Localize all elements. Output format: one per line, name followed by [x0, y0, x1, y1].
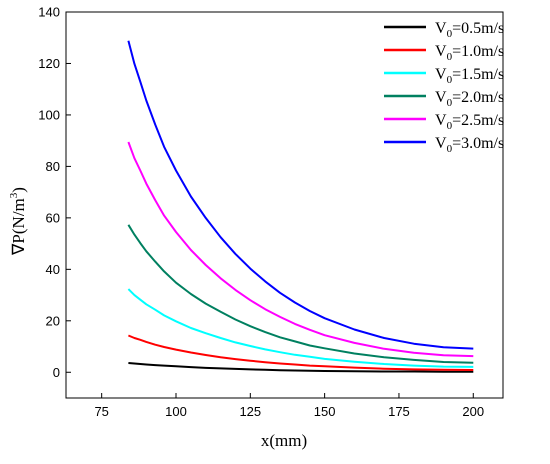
- legend-label-base: V: [435, 112, 447, 129]
- legend-label-value: =2.5m/s: [452, 112, 504, 129]
- legend-label-subscript: 0: [447, 143, 453, 155]
- y-axis-title-main: ∇P(N/m: [9, 198, 28, 256]
- legend-label-subscript: 0: [447, 51, 453, 63]
- legend-label-value: =1.0m/s: [452, 43, 504, 60]
- series-line-4: [127, 224, 474, 364]
- series-line-2: [128, 334, 474, 371]
- y-tick-label: 0: [53, 365, 60, 380]
- legend-label-subscript: 0: [447, 74, 453, 86]
- legend-label-5: V0=2.5m/s: [435, 112, 504, 132]
- y-tick-label: 140: [38, 5, 60, 20]
- legend-label-subscript: 0: [447, 120, 453, 132]
- y-axis: 0 20 40 60 80 100 120 140: [38, 5, 71, 380]
- svg-text:∇P(N/m3): ∇P(N/m3): [8, 187, 28, 256]
- series-line-1: [128, 362, 474, 373]
- legend-label-base: V: [435, 89, 447, 106]
- x-tick-label: 75: [94, 404, 108, 419]
- x-axis: 75 100 125 150 175 200: [94, 393, 484, 419]
- x-tick-label: 175: [388, 404, 410, 419]
- plot-frame: [65, 11, 504, 399]
- legend-label-base: V: [435, 66, 447, 83]
- legend-label-2: V0=1.0m/s: [435, 43, 504, 63]
- y-tick-label: 60: [46, 210, 60, 225]
- legend-label-base: V: [435, 20, 447, 37]
- y-axis-title-close: ): [9, 187, 28, 193]
- legend: V0=0.5m/sV0=1.0m/sV0=1.5m/sV0=2.0m/sV0=2…: [384, 20, 504, 155]
- legend-label-base: V: [435, 43, 447, 60]
- legend-label-value: =1.5m/s: [452, 66, 504, 83]
- y-tick-label: 20: [46, 313, 60, 328]
- x-tick-label: 100: [165, 404, 187, 419]
- legend-label-4: V0=2.0m/s: [435, 89, 504, 109]
- legend-label-value: =0.5m/s: [452, 20, 504, 37]
- legend-label-value: =2.0m/s: [452, 89, 504, 106]
- legend-label-subscript: 0: [447, 97, 453, 109]
- x-tick-label: 150: [314, 404, 336, 419]
- legend-label-1: V0=0.5m/s: [435, 20, 504, 40]
- legend-label-base: V: [435, 135, 447, 152]
- x-tick-label: 200: [462, 404, 484, 419]
- series-line-6: [127, 40, 474, 350]
- y-tick-label: 80: [46, 159, 60, 174]
- y-axis-title-superscript: 3: [8, 192, 20, 198]
- y-axis-title: ∇P(N/m3): [8, 187, 28, 256]
- series-line-5: [127, 141, 474, 358]
- legend-label-3: V0=1.5m/s: [435, 66, 504, 86]
- series-lines: [127, 40, 474, 373]
- x-tick-label: 125: [239, 404, 261, 419]
- legend-label-value: =3.0m/s: [452, 135, 504, 152]
- series-line-3: [127, 288, 474, 368]
- legend-label-6: V0=3.0m/s: [435, 135, 504, 155]
- x-axis-title: x(mm): [261, 431, 307, 450]
- y-tick-label: 120: [38, 56, 60, 71]
- y-tick-label: 100: [38, 107, 60, 122]
- legend-label-subscript: 0: [447, 28, 453, 40]
- y-tick-label: 40: [46, 262, 60, 277]
